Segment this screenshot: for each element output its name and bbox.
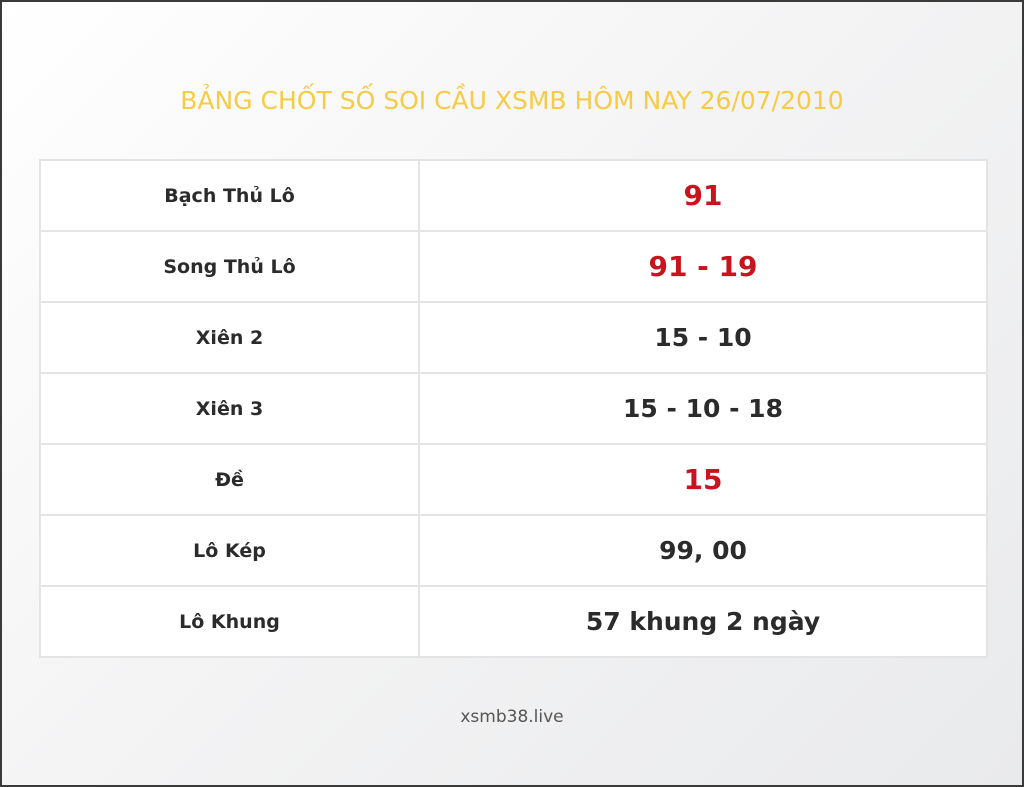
table-row: Đề 15	[39, 443, 988, 516]
row-value: 57 khung 2 ngày	[418, 585, 988, 658]
row-value: 99, 00	[418, 514, 988, 587]
row-label: Đề	[39, 443, 420, 516]
page-title: BẢNG CHỐT SỐ SOI CẦU XSMB HÔM NAY 26/07/…	[180, 86, 844, 115]
row-label: Xiên 2	[39, 301, 420, 374]
row-label: Song Thủ Lô	[39, 230, 420, 303]
row-label: Lô Kép	[39, 514, 420, 587]
table-row: Xiên 3 15 - 10 - 18	[39, 372, 988, 445]
row-value: 91 - 19	[418, 230, 988, 303]
row-label: Bạch Thủ Lô	[39, 159, 420, 232]
table-row: Lô Kép 99, 00	[39, 514, 988, 587]
table-row: Song Thủ Lô 91 - 19	[39, 230, 988, 303]
site-footer: xsmb38.live	[460, 707, 564, 727]
row-value: 91	[418, 159, 988, 232]
row-value: 15 - 10	[418, 301, 988, 374]
row-value: 15	[418, 443, 988, 516]
table-row: Bạch Thủ Lô 91	[39, 159, 988, 232]
table-row: Xiên 2 15 - 10	[39, 301, 988, 374]
prediction-table: Bạch Thủ Lô 91 Song Thủ Lô 91 - 19 Xiên …	[39, 159, 988, 658]
row-label: Xiên 3	[39, 372, 420, 445]
row-value: 15 - 10 - 18	[418, 372, 988, 445]
row-label: Lô Khung	[39, 585, 420, 658]
table-row: Lô Khung 57 khung 2 ngày	[39, 585, 988, 658]
